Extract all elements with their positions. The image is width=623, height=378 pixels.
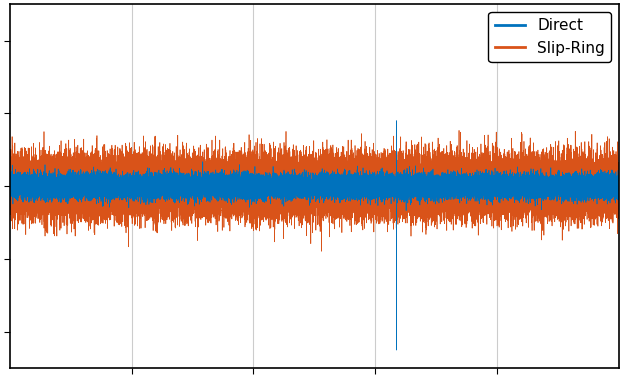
Line: Direct: Direct xyxy=(10,121,619,350)
Direct xyxy=(153,192,160,196)
Slip-Ring xyxy=(615,182,622,187)
Slip-Ring xyxy=(6,183,14,187)
Direct xyxy=(392,118,400,123)
Direct xyxy=(239,183,247,187)
Direct xyxy=(458,183,465,187)
Legend: Direct, Slip-Ring: Direct, Slip-Ring xyxy=(488,12,611,62)
Direct xyxy=(47,186,55,191)
Slip-Ring xyxy=(318,249,325,254)
Direct xyxy=(6,181,14,186)
Slip-Ring xyxy=(47,181,55,185)
Direct xyxy=(373,177,380,182)
Slip-Ring xyxy=(455,128,463,133)
Slip-Ring xyxy=(153,165,160,170)
Slip-Ring xyxy=(458,178,465,182)
Slip-Ring xyxy=(336,184,344,189)
Line: Slip-Ring: Slip-Ring xyxy=(10,130,619,251)
Slip-Ring xyxy=(373,191,380,195)
Direct xyxy=(336,189,344,194)
Slip-Ring xyxy=(239,174,247,178)
Direct xyxy=(393,348,401,352)
Direct xyxy=(615,176,622,180)
